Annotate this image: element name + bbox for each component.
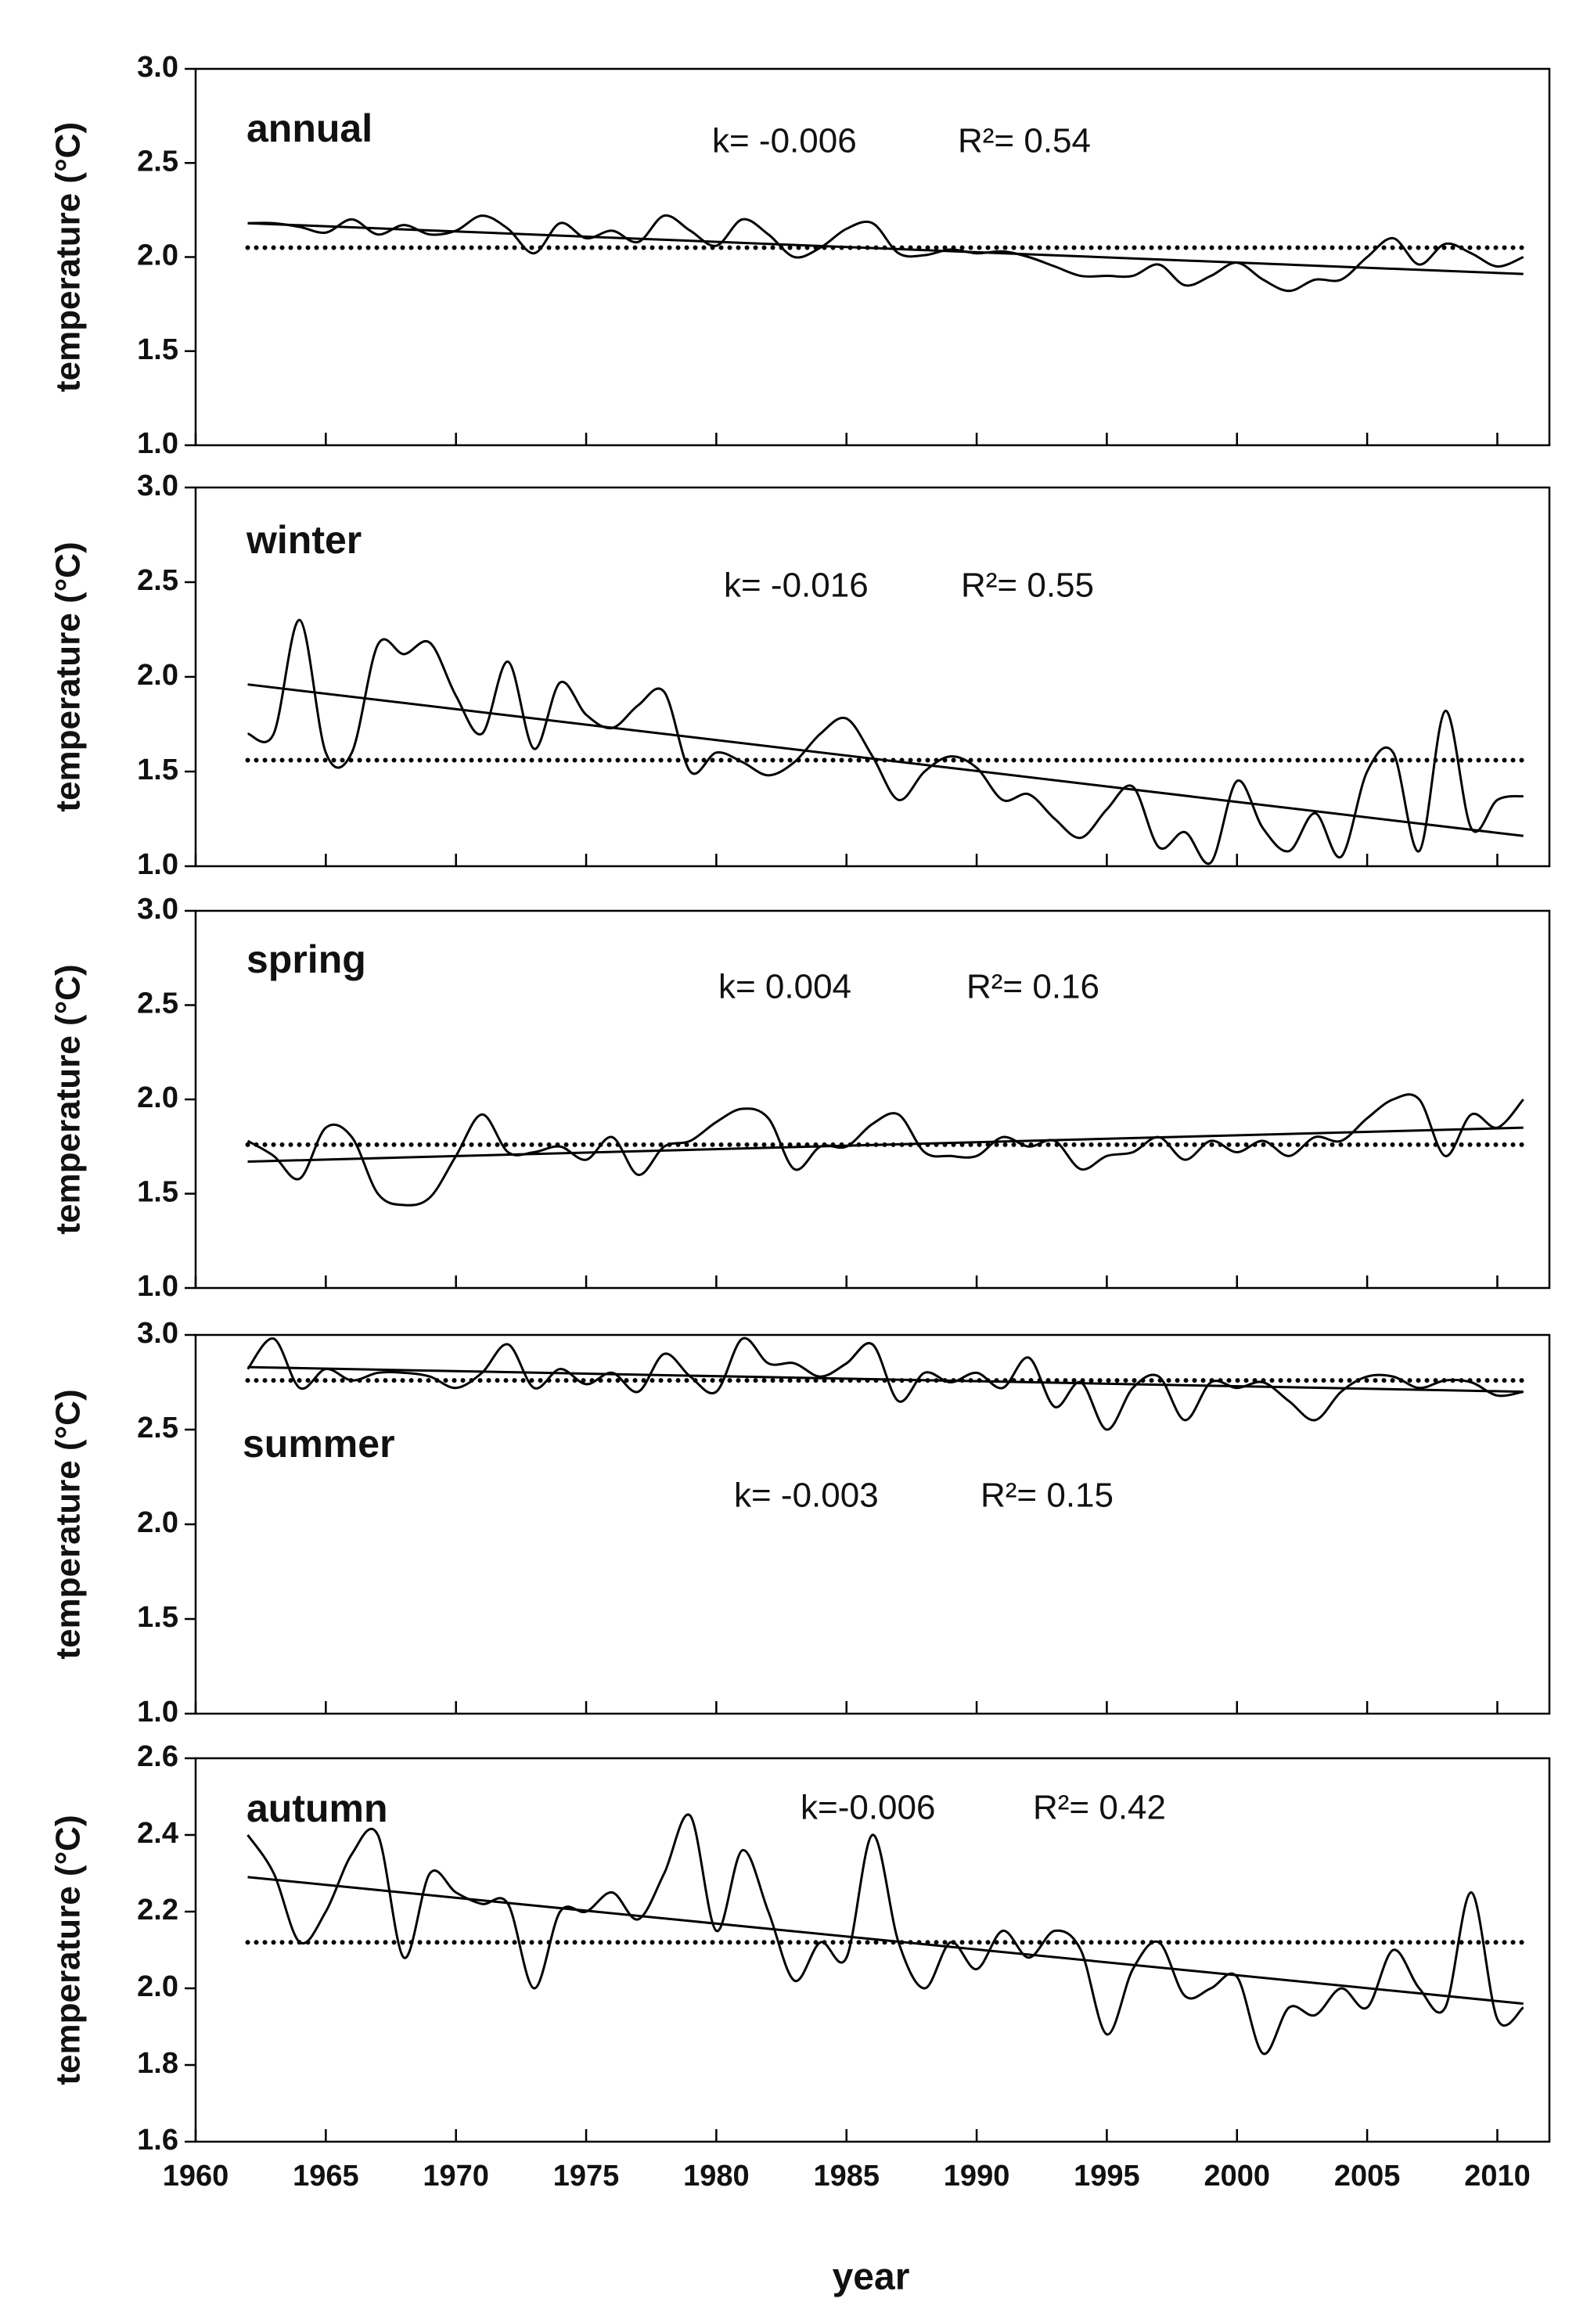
y-axis-label: temperature (°C) bbox=[49, 1389, 88, 1659]
y-tick-label: 2.5 bbox=[137, 1412, 178, 1444]
y-tick-label: 2.5 bbox=[137, 564, 178, 597]
temperature-line bbox=[247, 214, 1524, 293]
x-tick-label: 1995 bbox=[1074, 2160, 1140, 2193]
y-tick-label: 2.2 bbox=[137, 1894, 178, 1926]
k-annotation: k=-0.006 bbox=[801, 1789, 935, 1827]
x-tick-label: 1960 bbox=[163, 2160, 229, 2193]
r2-annotation: R²= 0.15 bbox=[981, 1477, 1114, 1515]
plot-frame bbox=[194, 1333, 1551, 1715]
plot-frame bbox=[194, 1757, 1551, 2143]
plot-frame bbox=[194, 486, 1551, 868]
y-axis-label: temperature (°C) bbox=[49, 964, 88, 1234]
y-tick-label: 2.0 bbox=[137, 1970, 178, 2003]
panel: 1.0 1.5 2.0 2.5 3.0 temperature (°C) annual k= … bbox=[49, 51, 1551, 460]
panel: 1.0 1.5 2.0 2.5 3.0 temperature (°C) winter k= … bbox=[49, 469, 1551, 881]
x-tick-label: 1965 bbox=[293, 2160, 359, 2193]
k-annotation: k= -0.003 bbox=[734, 1477, 879, 1515]
temperature-line bbox=[246, 1813, 1524, 2055]
y-tick-label: 1.0 bbox=[137, 848, 178, 881]
y-tick-label: 1.5 bbox=[137, 754, 178, 786]
panel-label: annual bbox=[246, 106, 372, 150]
r2-annotation: R²= 0.42 bbox=[1033, 1789, 1166, 1827]
r2-annotation: R²= 0.16 bbox=[966, 968, 1099, 1006]
panel-label: autumn bbox=[246, 1786, 388, 1830]
temperature-line bbox=[246, 1093, 1524, 1207]
y-tick-label: 1.0 bbox=[137, 1696, 178, 1729]
r2-annotation: R²= 0.55 bbox=[961, 567, 1094, 605]
panel: 1.0 1.5 2.0 2.5 3.0 temperature (°C) summer k= … bbox=[49, 1317, 1551, 1729]
y-tick-label: 2.5 bbox=[137, 145, 178, 178]
y-tick-label: 2.6 bbox=[137, 1740, 178, 1773]
panel-label: winter bbox=[246, 518, 362, 562]
k-annotation: k= -0.016 bbox=[724, 567, 869, 605]
x-tick-label: 1970 bbox=[423, 2160, 489, 2193]
y-tick-label: 2.0 bbox=[137, 1506, 178, 1539]
y-tick-label: 2.0 bbox=[137, 239, 178, 272]
x-tick-label: 2010 bbox=[1464, 2160, 1531, 2193]
y-tick-label: 2.4 bbox=[137, 1817, 178, 1850]
panel: 1.0 1.5 2.0 2.5 3.0 temperature (°C) spring k= … bbox=[49, 893, 1551, 1303]
y-tick-label: 2.5 bbox=[137, 988, 178, 1020]
y-tick-label: 1.8 bbox=[137, 2047, 178, 2080]
y-tick-label: 3.0 bbox=[137, 469, 178, 502]
y-tick-label: 3.0 bbox=[137, 1317, 178, 1350]
x-tick-label: 1980 bbox=[683, 2160, 750, 2193]
y-tick-label: 2.0 bbox=[137, 1081, 178, 1114]
panel-label: spring bbox=[246, 937, 366, 981]
y-axis-label: temperature (°C) bbox=[49, 1815, 88, 2085]
panel-label: summer bbox=[243, 1422, 395, 1466]
plot-frame bbox=[194, 67, 1551, 447]
y-tick-label: 1.6 bbox=[137, 2124, 178, 2157]
x-tick-label: 1985 bbox=[813, 2160, 880, 2193]
temperature-line bbox=[246, 1336, 1524, 1431]
y-tick-label: 1.5 bbox=[137, 333, 178, 366]
y-tick-label: 3.0 bbox=[137, 51, 178, 84]
temperature-line bbox=[247, 618, 1524, 865]
x-tick-label: 1990 bbox=[944, 2160, 1010, 2193]
x-tick-label: 2005 bbox=[1334, 2160, 1401, 2193]
r2-annotation: R²= 0.54 bbox=[958, 122, 1091, 160]
panel: 1.6 1.8 2.0 2.2 2.4 2.6 1960 1965 1970 1975 1980 19… bbox=[49, 1740, 1551, 2298]
k-annotation: k= 0.004 bbox=[718, 968, 851, 1006]
y-tick-label: 1.0 bbox=[137, 427, 178, 460]
x-tick-label: 2000 bbox=[1204, 2160, 1270, 2193]
x-axis-label: year bbox=[833, 2257, 910, 2298]
y-tick-label: 1.5 bbox=[137, 1176, 178, 1209]
y-tick-label: 1.5 bbox=[137, 1601, 178, 1634]
y-tick-label: 3.0 bbox=[137, 893, 178, 926]
y-tick-label: 2.0 bbox=[137, 659, 178, 692]
k-annotation: k= -0.006 bbox=[712, 122, 857, 160]
x-tick-label: 1975 bbox=[553, 2160, 620, 2193]
plot-frame bbox=[194, 909, 1551, 1290]
y-tick-label: 1.0 bbox=[137, 1270, 178, 1303]
y-axis-label: temperature (°C) bbox=[49, 541, 88, 811]
y-axis-label: temperature (°C) bbox=[49, 122, 88, 392]
